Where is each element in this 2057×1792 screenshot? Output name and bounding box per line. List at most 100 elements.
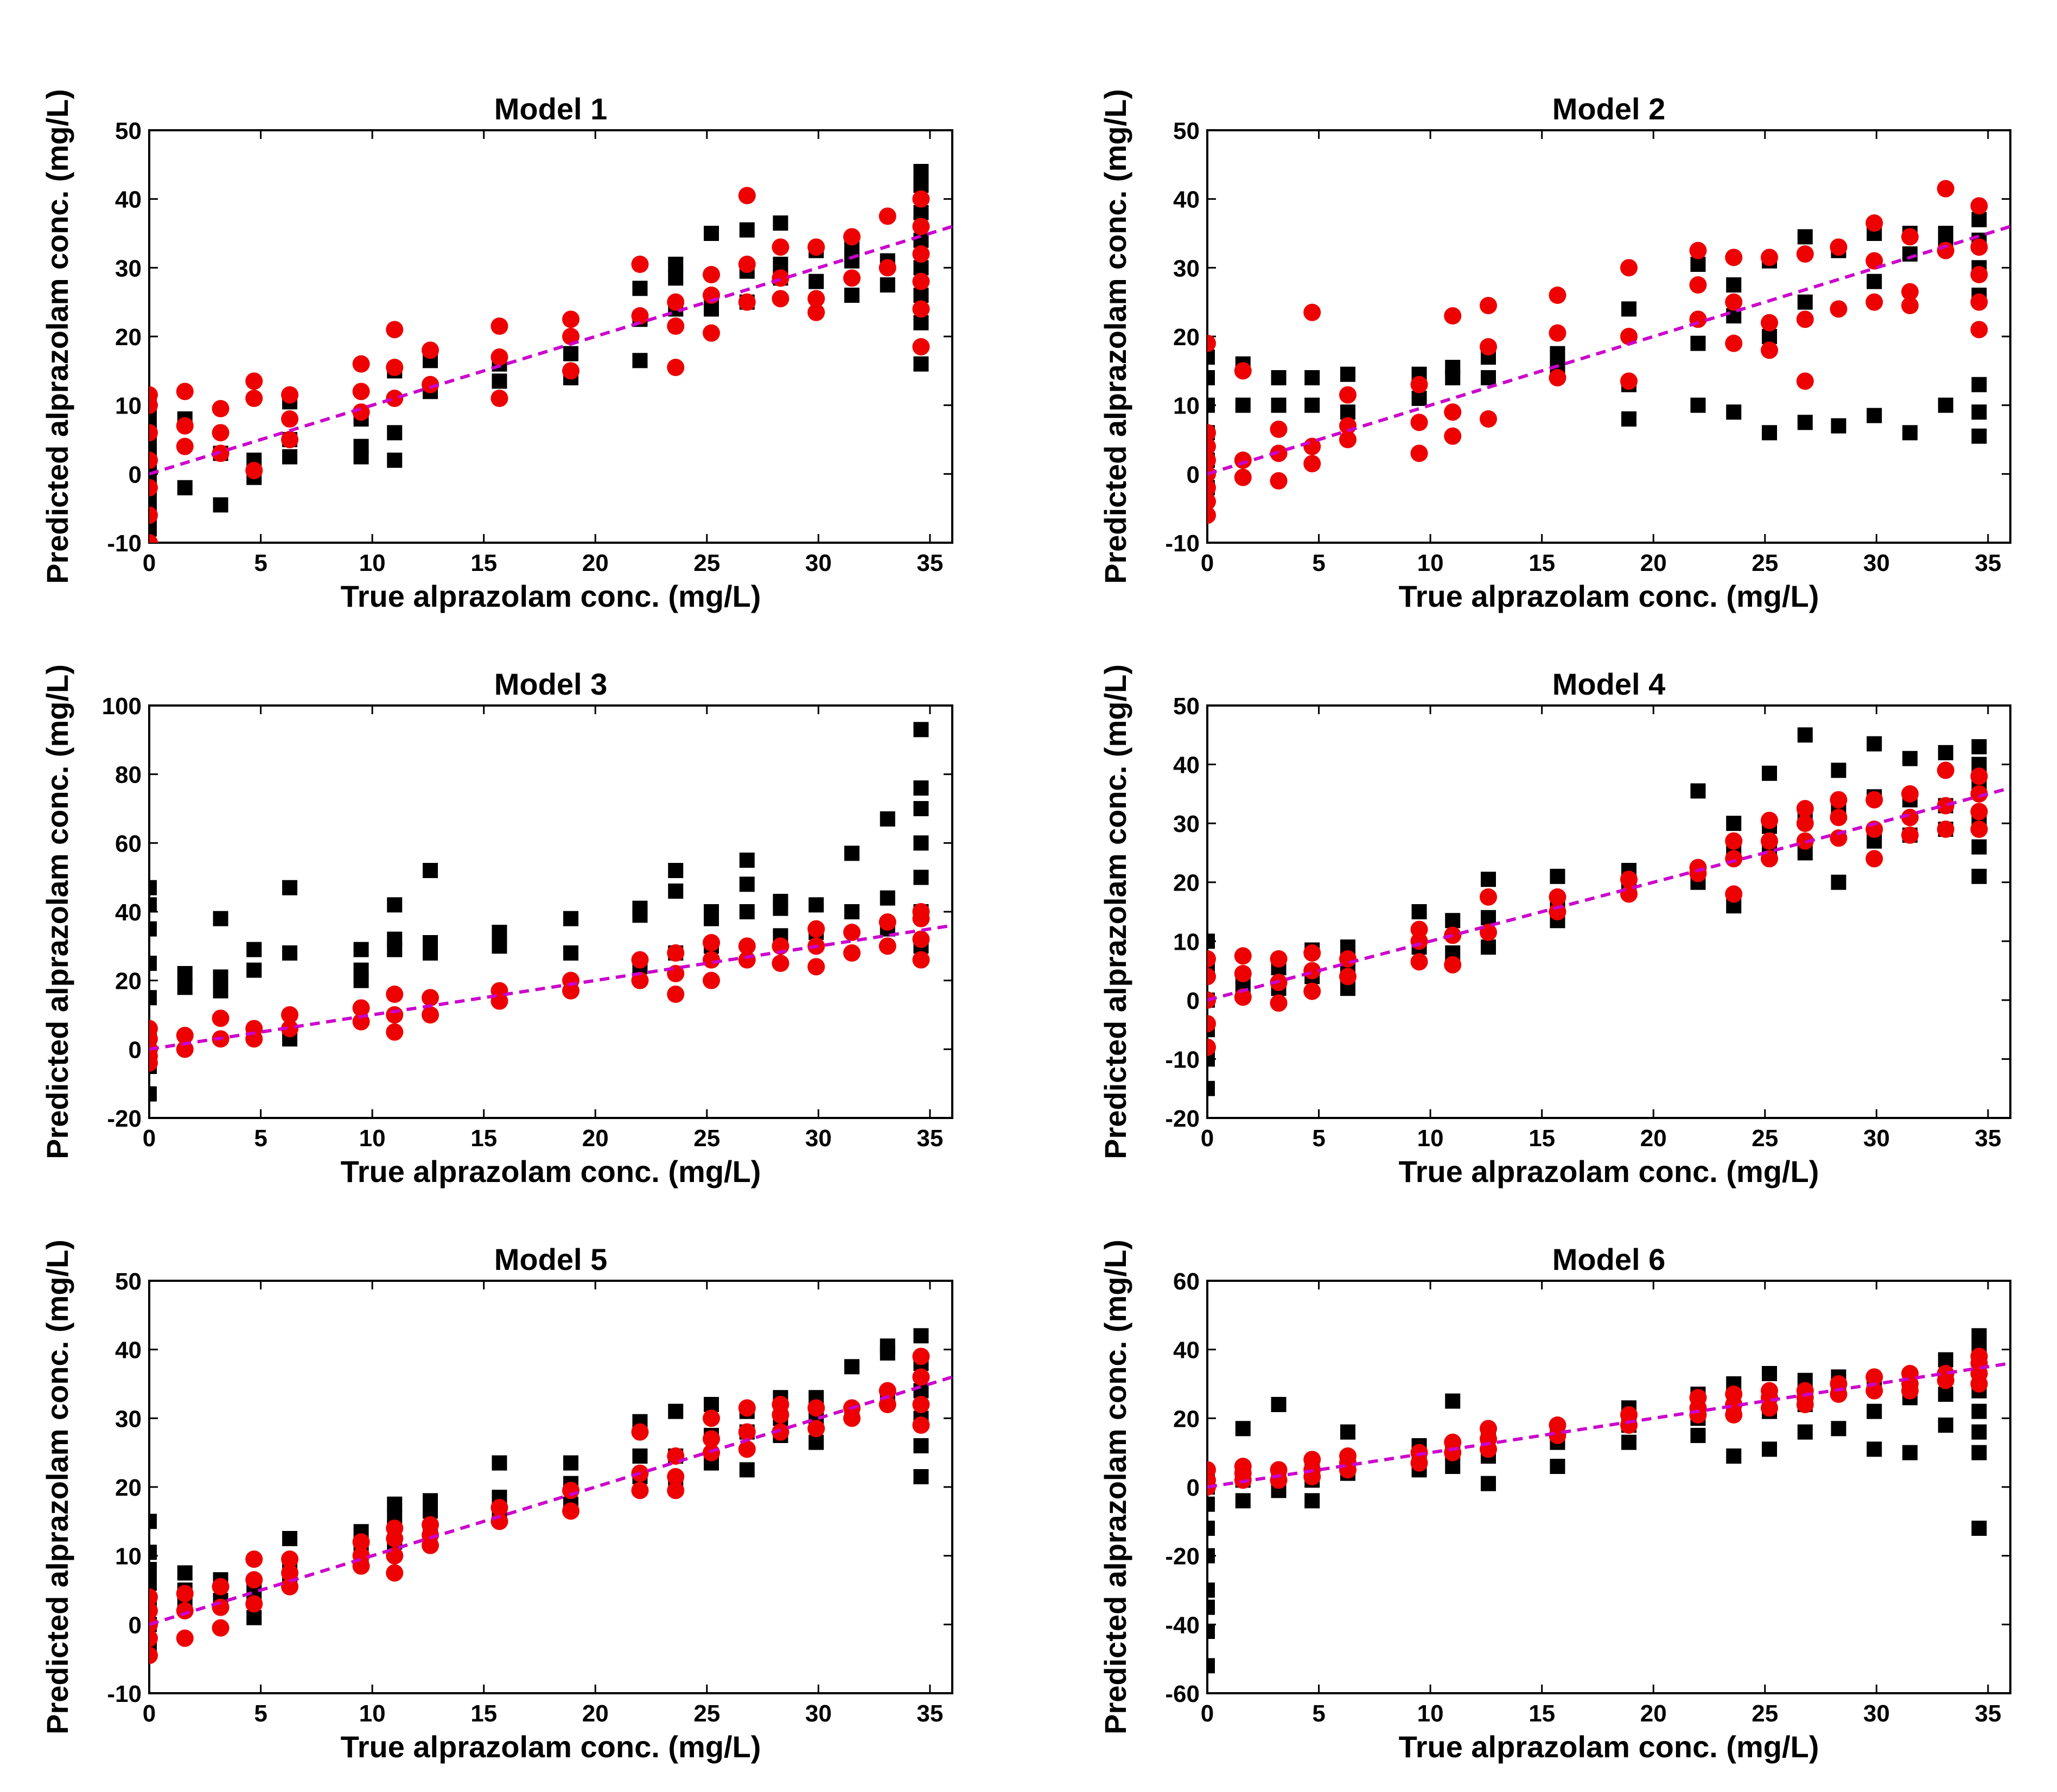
x-axis-label: True alprazolam conc. (mg/L) (341, 1730, 761, 1764)
identity-line (149, 1375, 952, 1626)
data-point-circle (1796, 1382, 1814, 1400)
x-tick-label: 35 (1975, 1700, 2001, 1727)
data-point-square (492, 1455, 507, 1471)
data-point-circle (491, 1499, 508, 1516)
data-point-square (1690, 397, 1706, 413)
data-point-square (1867, 408, 1882, 423)
data-point-square (492, 938, 507, 954)
data-point-circle (562, 310, 579, 328)
data-point-square (913, 1438, 929, 1453)
data-point-square (282, 449, 297, 465)
x-tick-label: 5 (1312, 1125, 1325, 1152)
x-tick-label: 5 (254, 1125, 267, 1152)
data-point-circle (1620, 259, 1638, 277)
data-point-circle (843, 228, 861, 246)
data-point-square (423, 935, 438, 950)
data-point-circle (1620, 870, 1638, 888)
data-point-circle (562, 1482, 579, 1499)
data-point-square (149, 1514, 157, 1529)
data-point-circle (1549, 1416, 1566, 1434)
data-point-square (387, 897, 403, 913)
data-point-square (739, 904, 755, 919)
data-point-circle (281, 386, 298, 404)
data-point-circle (422, 376, 439, 393)
data-point-square (1207, 1599, 1215, 1615)
data-point-square (353, 942, 369, 957)
data-point-square (1481, 939, 1496, 955)
data-point-circle (807, 958, 825, 976)
data-point-circle (1901, 283, 1919, 301)
data-point-square (1867, 736, 1882, 752)
data-point-circle (738, 256, 756, 273)
data-point-square (1938, 226, 1953, 241)
x-tick-label: 35 (916, 1125, 943, 1152)
data-point-circle (386, 1023, 404, 1041)
data-point-circle (149, 452, 158, 469)
data-point-circle (149, 534, 158, 543)
data-point-circle (245, 1571, 263, 1588)
data-point-square (149, 411, 157, 427)
data-point-circle (1207, 493, 1216, 510)
data-point-circle (1444, 427, 1462, 445)
data-point-circle (149, 386, 158, 404)
x-tick-label: 30 (1863, 1125, 1890, 1152)
data-point-circle (149, 1647, 158, 1664)
data-point-circle (1444, 956, 1462, 974)
data-point-circle (1270, 994, 1288, 1012)
data-point-square (563, 945, 578, 961)
data-point-circle (1207, 1461, 1216, 1479)
data-point-circle (667, 986, 685, 1003)
x-axis-label: True alprazolam conc. (mg/L) (1399, 1154, 1819, 1189)
data-point-circle (1207, 424, 1216, 442)
data-point-square (1867, 1441, 1882, 1457)
data-point-square (1207, 1081, 1215, 1096)
data-point-circle (667, 317, 685, 335)
data-point-circle (352, 383, 370, 401)
data-point-circle (1901, 228, 1919, 246)
y-tick-label: 80 (115, 762, 142, 789)
data-point-circle (1970, 821, 1988, 838)
y-tick-label: 0 (129, 1037, 142, 1063)
data-point-circle (1207, 479, 1216, 497)
x-tick-label: 10 (359, 1700, 386, 1727)
y-tick-label: 30 (1173, 811, 1200, 837)
data-point-circle (1480, 297, 1497, 314)
data-point-circle (1234, 468, 1252, 486)
data-point-circle (1234, 988, 1252, 1006)
data-point-circle (1937, 242, 1954, 259)
data-point-circle (772, 1423, 789, 1441)
data-point-circle (176, 417, 194, 435)
data-point-circle (912, 930, 930, 948)
data-point-square (1726, 816, 1742, 831)
data-point-square (1831, 762, 1846, 778)
data-point-square (844, 1359, 859, 1375)
data-layer (1207, 1328, 2010, 1674)
data-point-square (1726, 1448, 1742, 1464)
data-point-circle (667, 1447, 685, 1465)
x-tick-label: 20 (582, 550, 609, 576)
data-point-circle (912, 903, 930, 920)
x-tick-label: 25 (1752, 1700, 1778, 1727)
data-point-circle (1689, 859, 1707, 876)
data-point-circle (1937, 1365, 1954, 1382)
data-point-circle (1970, 785, 1988, 803)
data-point-square (704, 226, 719, 241)
data-point-circle (1410, 376, 1428, 393)
data-point-square (1971, 739, 1987, 754)
data-point-square (387, 1496, 403, 1512)
y-tick-label: 10 (115, 393, 142, 420)
data-point-square (282, 880, 297, 895)
data-point-circle (176, 1602, 194, 1619)
data-point-circle (912, 1348, 930, 1365)
data-point-circle (352, 1533, 370, 1551)
data-point-square (213, 969, 228, 985)
data-point-circle (878, 207, 896, 225)
data-point-circle (386, 390, 404, 407)
x-tick-label: 25 (1752, 550, 1778, 576)
x-tick-label: 15 (470, 1700, 497, 1727)
y-tick-label: -10 (107, 530, 142, 557)
data-point-circle (1761, 341, 1778, 359)
data-point-circle (386, 321, 404, 339)
y-tick-label: 40 (1173, 1337, 1200, 1364)
data-point-square (1690, 335, 1706, 351)
